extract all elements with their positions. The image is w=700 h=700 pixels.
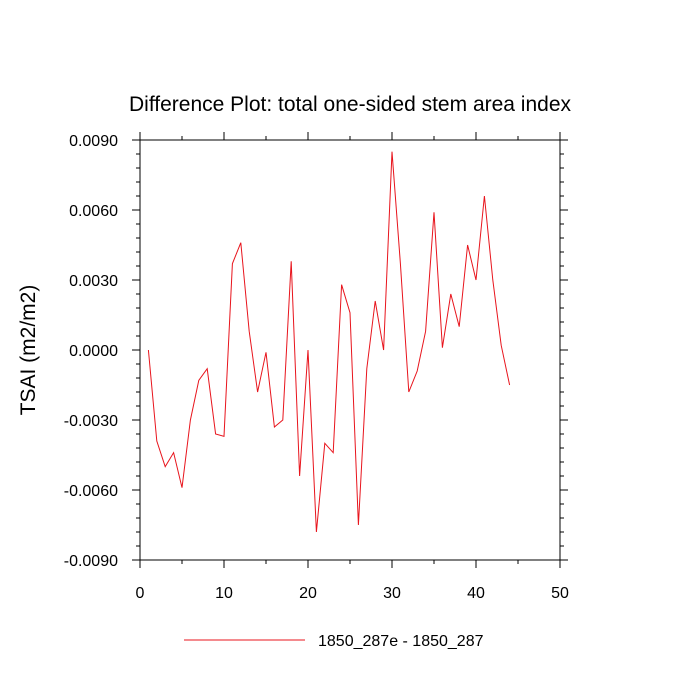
y-tick-label: 0.0030 <box>69 273 118 290</box>
y-tick-label: -0.0090 <box>64 553 118 570</box>
series-group <box>147 151 511 533</box>
x-tick-label: 10 <box>215 585 233 602</box>
x-axis-ticks: 0 10 20 30 40 50 <box>136 132 569 602</box>
series-line <box>147 151 511 533</box>
x-tick-label: 0 <box>136 585 145 602</box>
y-tick-label: -0.0030 <box>64 413 118 430</box>
y-tick-label: 0.0090 <box>69 133 118 150</box>
legend-label: 1850_287e - 1850_287 <box>318 633 484 650</box>
y-tick-label: 0.0060 <box>69 203 118 220</box>
x-tick-label: 30 <box>383 585 401 602</box>
plot-frame <box>139 139 561 561</box>
chart-title: Difference Plot: total one-sided stem ar… <box>129 93 572 116</box>
y-axis-label: TSAI (m2/m2) <box>17 285 40 416</box>
y-tick-label: 0.0000 <box>69 343 118 360</box>
x-tick-label: 20 <box>299 585 317 602</box>
y-tick-label: -0.0060 <box>64 483 118 500</box>
x-tick-label: 50 <box>551 585 569 602</box>
legend: 1850_287e - 1850_287 <box>184 633 484 650</box>
x-tick-label: 40 <box>467 585 485 602</box>
y-axis-ticks: -0.0090 -0.0060 -0.0030 0.0000 0.0030 0.0060 0… <box>64 133 568 570</box>
